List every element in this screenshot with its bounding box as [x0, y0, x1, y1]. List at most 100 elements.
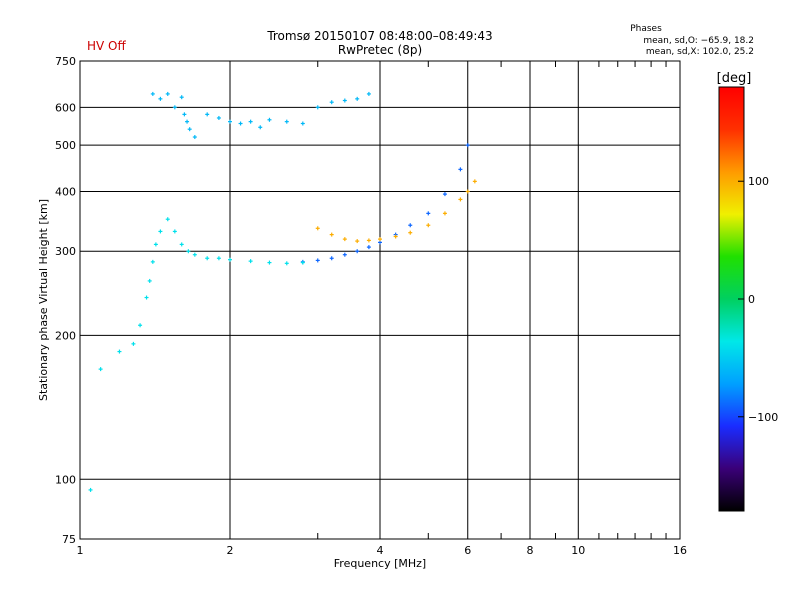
data-point	[408, 223, 413, 228]
data-point	[150, 259, 155, 264]
data-point	[426, 211, 431, 216]
data-point	[216, 256, 221, 261]
data-point	[458, 167, 463, 172]
y-tick-label: 100	[55, 473, 76, 486]
data-point	[408, 230, 413, 235]
data-point	[267, 117, 272, 122]
data-point	[329, 256, 334, 261]
x-tick-label: 4	[377, 544, 384, 557]
y-tick-label: 750	[55, 55, 76, 68]
data-point	[329, 232, 334, 237]
x-tick-label: 16	[673, 544, 687, 557]
y-tick-label: 300	[55, 245, 76, 258]
data-point	[138, 323, 143, 328]
data-point	[355, 239, 360, 244]
x-axis-label: Frequency [MHz]	[334, 557, 426, 570]
data-point	[150, 91, 155, 96]
colorbar-ticks: 100 0 −100	[738, 175, 778, 424]
x-gridlines	[229, 61, 579, 539]
y-tick-label: 75	[62, 533, 76, 546]
colorbar-tick-label: 0	[748, 293, 755, 306]
x-tick-label: 10	[571, 544, 585, 557]
data-point	[185, 119, 190, 124]
data-point	[465, 189, 470, 194]
phases-mean-o: mean, sd,O: −65.9, 18.2	[643, 36, 754, 46]
data-point	[186, 249, 191, 254]
data-point	[88, 487, 93, 492]
data-point	[165, 217, 170, 222]
y-tick-label: 400	[55, 185, 76, 198]
data-point	[205, 112, 210, 117]
colorbar: [deg] 100 0 −100	[717, 71, 778, 512]
data-point	[355, 96, 360, 101]
y-tick-label: 500	[55, 139, 76, 152]
y-tick-label: 600	[55, 101, 76, 114]
data-point	[342, 237, 347, 242]
axis-ticks	[317, 61, 667, 539]
x-tick-label: 6	[464, 544, 471, 557]
data-point	[315, 258, 320, 263]
data-point	[228, 257, 232, 262]
y-axis-label: Stationary phase Virtual Height [km]	[37, 199, 50, 401]
data-point	[147, 278, 152, 283]
colorbar-label: [deg]	[717, 71, 752, 86]
data-point	[153, 242, 158, 247]
data-point	[442, 211, 447, 216]
data-point	[315, 226, 320, 231]
data-point	[329, 100, 334, 105]
x-tick-label: 8	[527, 544, 534, 557]
x-tick-label: 2	[227, 544, 234, 557]
data-point	[465, 143, 470, 148]
data-point	[144, 295, 149, 300]
data-point	[378, 237, 382, 242]
data-point	[179, 95, 184, 100]
data-point	[284, 261, 289, 266]
data-point	[172, 229, 177, 234]
data-point	[300, 260, 305, 265]
data-point	[366, 91, 371, 96]
data-point	[187, 127, 192, 132]
data-point	[342, 252, 347, 257]
data-point	[342, 98, 347, 103]
colorbar-tick-label: −100	[748, 411, 778, 424]
data-point	[179, 242, 184, 247]
data-point	[228, 119, 232, 124]
data-point	[131, 341, 136, 346]
x-tick-labels: 1 2 4 6 8 10 16	[77, 544, 688, 557]
data-point	[248, 119, 253, 124]
data-point	[158, 96, 163, 101]
data-point	[258, 125, 263, 130]
data-point	[366, 245, 371, 250]
data-point	[248, 259, 253, 264]
data-point	[158, 229, 163, 234]
y-tick-label: 200	[55, 329, 76, 342]
data-point	[393, 234, 398, 239]
phases-title: Phases	[630, 24, 662, 34]
x-tick-label: 1	[77, 544, 84, 557]
chart-subtitle: RwPretec (8p)	[338, 43, 422, 57]
data-point	[216, 115, 221, 120]
data-point	[172, 105, 177, 110]
data-point	[117, 349, 122, 354]
data-point	[165, 91, 170, 96]
plot-area: 1 2 4 6 8 10 16 75 100 200 300 400 500 600 750 Freque…	[37, 55, 687, 570]
data-point	[192, 135, 197, 140]
chart-title: Tromsø 20150107 08:48:00–08:49:43	[266, 29, 492, 43]
phases-mean-x: mean, sd,X: 102.0, 25.2	[646, 47, 754, 57]
data-point	[458, 197, 463, 202]
data-point	[192, 252, 197, 257]
data-point	[182, 112, 187, 117]
y-tick-labels: 75 100 200 300 400 500 600 750	[55, 55, 76, 546]
data-point	[98, 367, 103, 372]
data-point	[472, 179, 477, 184]
data-point	[366, 238, 371, 243]
data-points	[88, 91, 477, 492]
data-point	[355, 249, 360, 254]
data-point	[426, 223, 431, 228]
y-gridlines	[80, 106, 680, 480]
hv-status-label: HV Off	[87, 39, 126, 53]
data-point	[238, 121, 243, 126]
